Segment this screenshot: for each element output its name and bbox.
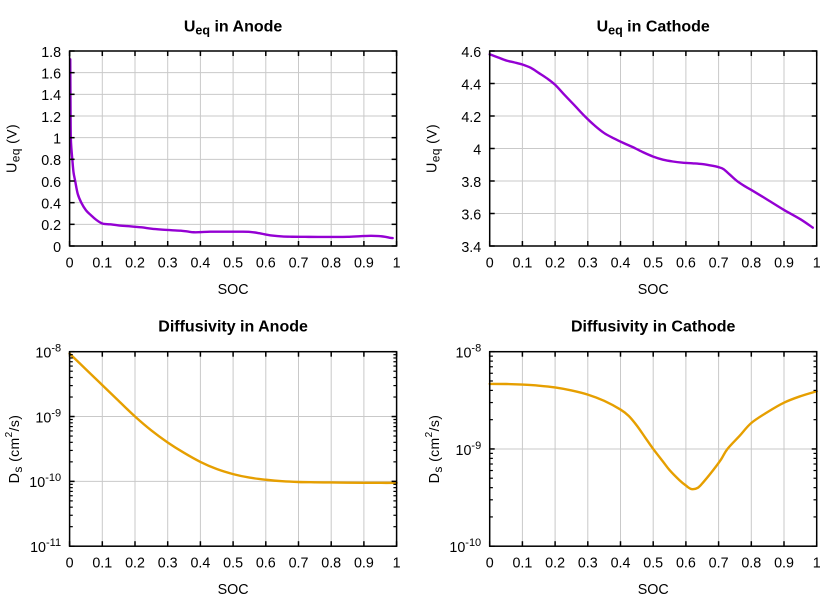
svg-text:0.7: 0.7: [709, 256, 729, 272]
svg-text:Diffusivity in Cathode: Diffusivity in Cathode: [571, 319, 736, 336]
svg-text:Ueq in Anode: Ueq in Anode: [184, 19, 283, 38]
svg-text:0.4: 0.4: [190, 256, 210, 272]
svg-text:1: 1: [813, 256, 821, 272]
svg-text:3.6: 3.6: [461, 207, 481, 223]
svg-text:1: 1: [813, 556, 821, 572]
svg-text:0.2: 0.2: [41, 218, 61, 234]
svg-text:0.7: 0.7: [709, 556, 729, 572]
svg-text:0.6: 0.6: [256, 256, 276, 272]
svg-text:0.6: 0.6: [256, 556, 276, 572]
svg-text:1.6: 1.6: [41, 66, 61, 82]
svg-text:0.3: 0.3: [578, 256, 598, 272]
svg-text:SOC: SOC: [218, 282, 249, 298]
svg-text:0.2: 0.2: [125, 256, 145, 272]
svg-text:1.2: 1.2: [41, 110, 61, 126]
svg-text:0.4: 0.4: [41, 196, 61, 212]
svg-text:0.8: 0.8: [321, 256, 341, 272]
svg-text:0.1: 0.1: [512, 256, 532, 272]
svg-text:0.1: 0.1: [92, 256, 112, 272]
svg-text:0.8: 0.8: [741, 556, 761, 572]
svg-text:SOC: SOC: [218, 582, 249, 598]
svg-text:1: 1: [393, 256, 401, 272]
svg-text:0.8: 0.8: [741, 256, 761, 272]
svg-text:1: 1: [393, 556, 401, 572]
svg-text:4: 4: [473, 142, 481, 158]
svg-text:1: 1: [53, 131, 61, 147]
svg-text:10-10: 10-10: [449, 537, 481, 556]
svg-text:1.4: 1.4: [41, 88, 61, 104]
svg-text:0.4: 0.4: [611, 556, 631, 572]
svg-text:0.9: 0.9: [774, 256, 794, 272]
svg-text:10-9: 10-9: [456, 440, 482, 459]
svg-text:10-8: 10-8: [35, 343, 61, 362]
svg-text:0: 0: [486, 556, 494, 572]
svg-text:0.6: 0.6: [676, 256, 696, 272]
svg-text:Ds (cm2/s): Ds (cm2/s): [4, 415, 25, 484]
svg-text:0.9: 0.9: [774, 556, 794, 572]
svg-text:4.4: 4.4: [461, 77, 481, 93]
svg-text:3.8: 3.8: [461, 175, 481, 191]
svg-text:0.2: 0.2: [545, 556, 565, 572]
svg-text:3.4: 3.4: [461, 240, 481, 256]
svg-text:1.8: 1.8: [41, 45, 61, 61]
svg-text:Ds (cm2/s): Ds (cm2/s): [424, 415, 445, 484]
svg-text:0.3: 0.3: [158, 256, 178, 272]
svg-text:0.5: 0.5: [643, 556, 663, 572]
svg-text:0.2: 0.2: [125, 556, 145, 572]
svg-text:0.6: 0.6: [676, 556, 696, 572]
svg-text:Ueq (V): Ueq (V): [424, 124, 443, 173]
svg-text:0.2: 0.2: [545, 256, 565, 272]
svg-text:10-11: 10-11: [30, 537, 61, 556]
svg-text:0.5: 0.5: [223, 256, 243, 272]
svg-text:SOC: SOC: [638, 282, 669, 298]
svg-text:SOC: SOC: [638, 582, 669, 598]
svg-text:0: 0: [53, 240, 61, 256]
svg-text:0.1: 0.1: [92, 556, 112, 572]
svg-text:10-8: 10-8: [456, 343, 482, 362]
svg-text:0: 0: [66, 256, 74, 272]
svg-text:4.6: 4.6: [461, 45, 481, 61]
svg-text:0.6: 0.6: [41, 175, 61, 191]
svg-text:0.4: 0.4: [190, 556, 210, 572]
svg-text:0.3: 0.3: [158, 556, 178, 572]
svg-text:10-10: 10-10: [29, 472, 61, 491]
svg-text:0.9: 0.9: [354, 556, 374, 572]
svg-text:0.7: 0.7: [289, 556, 309, 572]
svg-text:4.2: 4.2: [461, 110, 481, 126]
svg-text:0.5: 0.5: [223, 556, 243, 572]
svg-text:0.3: 0.3: [578, 556, 598, 572]
svg-text:10-9: 10-9: [35, 407, 61, 426]
svg-text:0: 0: [66, 556, 74, 572]
svg-text:0.1: 0.1: [512, 556, 532, 572]
svg-text:Ueq in Cathode: Ueq in Cathode: [597, 19, 710, 38]
svg-text:Ueq (V): Ueq (V): [4, 124, 23, 173]
svg-text:Diffusivity in Anode: Diffusivity in Anode: [158, 319, 308, 336]
svg-text:0.5: 0.5: [643, 256, 663, 272]
svg-text:0.8: 0.8: [321, 556, 341, 572]
svg-text:0.8: 0.8: [41, 153, 61, 169]
svg-text:0.4: 0.4: [611, 256, 631, 272]
svg-text:0.7: 0.7: [289, 256, 309, 272]
svg-text:0: 0: [486, 256, 494, 272]
svg-text:0.9: 0.9: [354, 256, 374, 272]
